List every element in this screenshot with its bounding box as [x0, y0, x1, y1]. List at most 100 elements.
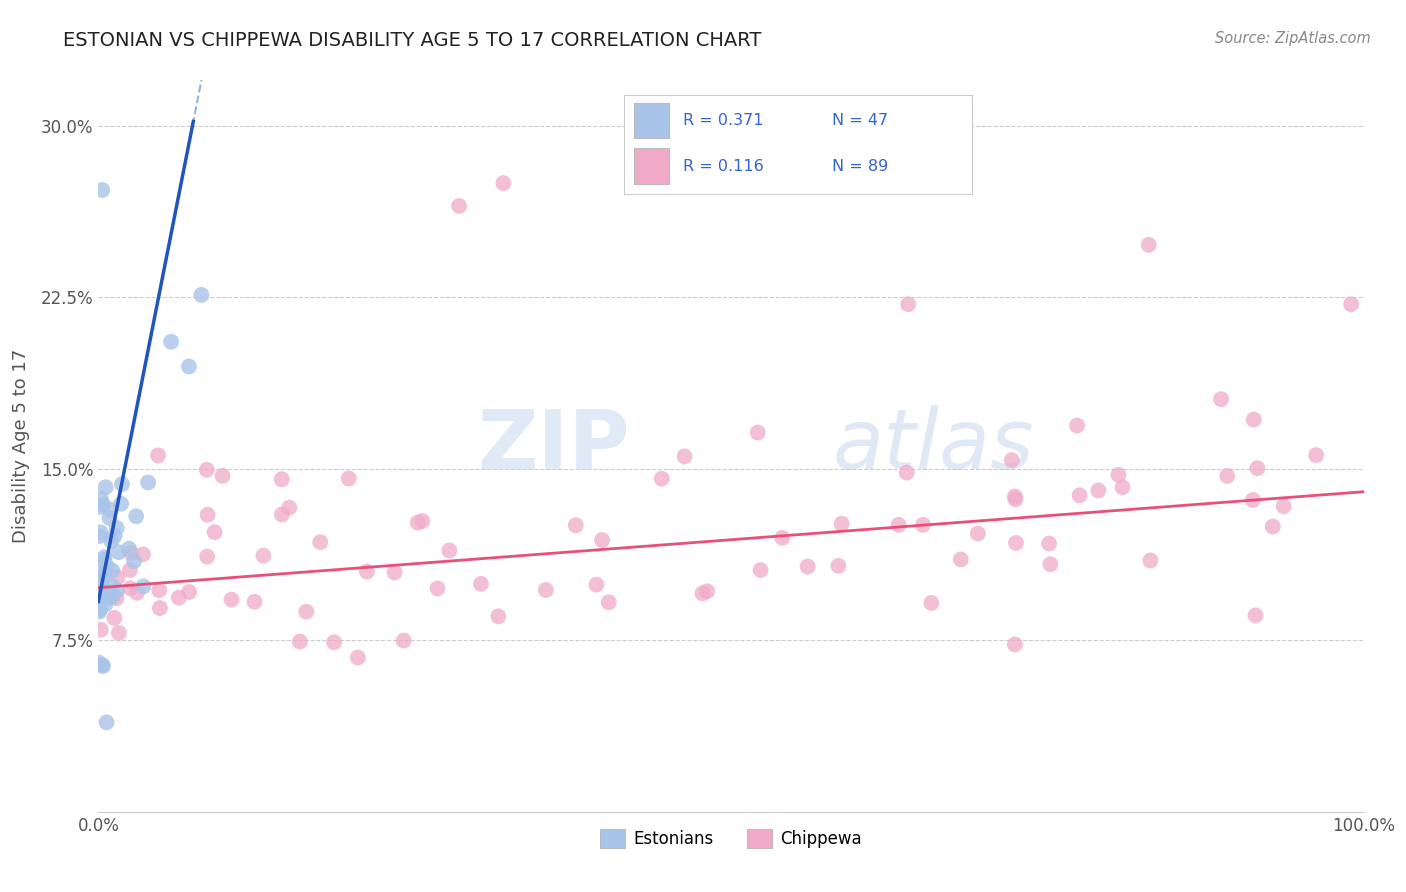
Point	[90, 578, 112, 592]
Point	[323, 635, 346, 649]
Point	[1069, 488, 1091, 502]
Point	[118, 563, 141, 577]
Point	[1340, 297, 1362, 311]
Point	[101, 590, 124, 604]
Point	[195, 549, 218, 564]
Point	[93, 567, 115, 582]
Point	[673, 450, 696, 464]
Point	[90, 491, 112, 506]
Point	[100, 534, 122, 549]
Point	[337, 471, 360, 485]
Point	[1246, 461, 1268, 475]
Point	[1272, 500, 1295, 514]
Point	[125, 586, 148, 600]
Point	[1111, 480, 1133, 494]
Point	[920, 596, 942, 610]
Point	[278, 500, 301, 515]
Point	[221, 592, 243, 607]
Point	[949, 552, 972, 566]
Text: ZIP: ZIP	[478, 406, 630, 486]
Text: Source: ZipAtlas.com: Source: ZipAtlas.com	[1215, 31, 1371, 46]
Point	[132, 579, 155, 593]
Point	[136, 475, 159, 490]
Point	[271, 508, 294, 522]
Point	[118, 541, 141, 556]
Point	[103, 611, 125, 625]
Point	[105, 583, 128, 598]
Point	[1244, 608, 1267, 623]
Point	[96, 715, 118, 730]
Point	[1216, 469, 1239, 483]
Point	[770, 531, 793, 545]
Point	[89, 525, 111, 540]
Point	[89, 602, 111, 616]
Point	[90, 584, 112, 599]
Point	[406, 516, 429, 530]
Point	[146, 448, 169, 462]
Point	[1038, 536, 1060, 550]
Point	[97, 591, 120, 605]
Point	[896, 466, 918, 480]
Point	[195, 463, 218, 477]
Point	[447, 199, 470, 213]
Point	[384, 566, 406, 580]
Point	[492, 176, 515, 190]
Point	[1243, 412, 1265, 426]
Point	[1305, 448, 1327, 462]
Point	[565, 518, 588, 533]
Point	[1066, 418, 1088, 433]
Point	[243, 595, 266, 609]
Point	[696, 584, 718, 599]
Point	[107, 570, 129, 584]
Point	[89, 605, 111, 619]
Point	[132, 548, 155, 562]
Point	[101, 564, 124, 578]
Point	[111, 477, 134, 491]
Text: ESTONIAN VS CHIPPEWA DISABILITY AGE 5 TO 17 CORRELATION CHART: ESTONIAN VS CHIPPEWA DISABILITY AGE 5 TO…	[63, 31, 762, 50]
Point	[211, 468, 233, 483]
Point	[179, 585, 201, 599]
Point	[89, 566, 111, 580]
Point	[108, 626, 131, 640]
Point	[288, 634, 311, 648]
Point	[651, 472, 673, 486]
Point	[470, 577, 492, 591]
Point	[190, 288, 212, 302]
Point	[93, 553, 115, 567]
Point	[309, 535, 332, 549]
Point	[966, 526, 988, 541]
Point	[87, 589, 110, 603]
Point	[1004, 492, 1026, 507]
Point	[692, 586, 714, 600]
Point	[104, 528, 127, 542]
Point	[100, 502, 122, 516]
Point	[177, 359, 200, 374]
Point	[356, 565, 378, 579]
Point	[1107, 467, 1129, 482]
Point	[91, 659, 114, 673]
Point	[747, 425, 769, 440]
Point	[105, 521, 128, 535]
Point	[94, 480, 117, 494]
Point	[90, 623, 112, 637]
Point	[534, 582, 557, 597]
Point	[887, 517, 910, 532]
Point	[346, 650, 368, 665]
Point	[89, 593, 111, 607]
Point	[591, 533, 613, 547]
Point	[204, 525, 226, 540]
Point	[392, 633, 415, 648]
Point	[98, 511, 121, 525]
Point	[91, 498, 114, 512]
Point	[1004, 490, 1026, 504]
Point	[125, 509, 148, 524]
Point	[94, 598, 117, 612]
Point	[148, 583, 170, 598]
Point	[110, 497, 132, 511]
Point	[270, 472, 292, 486]
Point	[911, 517, 934, 532]
Point	[585, 577, 607, 591]
Point	[796, 559, 818, 574]
Point	[122, 554, 145, 568]
Point	[486, 609, 509, 624]
